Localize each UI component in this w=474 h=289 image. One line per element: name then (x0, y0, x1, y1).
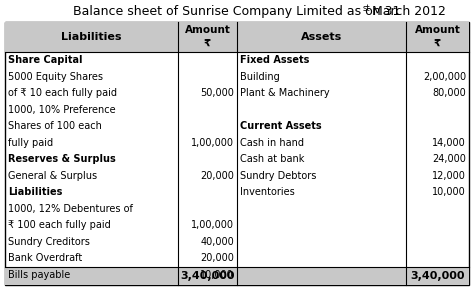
Text: 5000 Equity Shares: 5000 Equity Shares (8, 72, 103, 82)
Text: ₹ 100 each fully paid: ₹ 100 each fully paid (8, 220, 111, 230)
Text: Sundry Creditors: Sundry Creditors (8, 237, 90, 247)
Text: 3,40,000: 3,40,000 (410, 271, 465, 281)
Text: General & Surplus: General & Surplus (8, 171, 97, 181)
Text: 24,000: 24,000 (432, 154, 466, 164)
Text: Building: Building (240, 72, 280, 82)
Text: Plant & Machinery: Plant & Machinery (240, 88, 329, 98)
Text: Shares of 100 each: Shares of 100 each (8, 121, 102, 131)
Text: of ₹ 10 each fully paid: of ₹ 10 each fully paid (8, 88, 117, 98)
Text: 2,00,000: 2,00,000 (423, 72, 466, 82)
Text: 1,00,000: 1,00,000 (191, 220, 234, 230)
Text: Balance sheet of Sunrise Company Limited as on 31: Balance sheet of Sunrise Company Limited… (73, 5, 401, 18)
Text: 1000, 12% Debentures of: 1000, 12% Debentures of (8, 204, 133, 214)
Text: Current Assets: Current Assets (240, 121, 322, 131)
Text: 10,000: 10,000 (200, 270, 234, 280)
Text: Amount
₹: Amount ₹ (415, 25, 460, 49)
Bar (5, 267, 469, 285)
Text: March 2012: March 2012 (368, 5, 446, 18)
Text: 3,40,000: 3,40,000 (180, 271, 235, 281)
Text: Assets: Assets (301, 32, 342, 42)
Text: fully paid: fully paid (8, 138, 53, 148)
Text: Cash in hand: Cash in hand (240, 138, 304, 148)
Text: 1000, 10% Preference: 1000, 10% Preference (8, 105, 116, 115)
Text: 40,000: 40,000 (200, 237, 234, 247)
Text: Sundry Debtors: Sundry Debtors (240, 171, 316, 181)
Text: Bills payable: Bills payable (8, 270, 70, 280)
Text: 14,000: 14,000 (432, 138, 466, 148)
Text: Fixed Assets: Fixed Assets (240, 55, 310, 65)
Text: 1,00,000: 1,00,000 (191, 138, 234, 148)
Text: 80,000: 80,000 (432, 88, 466, 98)
Text: 12,000: 12,000 (432, 171, 466, 181)
Bar (5, 22, 469, 52)
Text: Amount
₹: Amount ₹ (184, 25, 230, 49)
Text: Share Capital: Share Capital (8, 55, 82, 65)
Text: st: st (363, 4, 371, 13)
Text: Bank Overdraft: Bank Overdraft (8, 253, 82, 263)
Text: Liabilities: Liabilities (8, 187, 63, 197)
Text: Inventories: Inventories (240, 187, 295, 197)
Text: Liabilities: Liabilities (61, 32, 122, 42)
Text: 50,000: 50,000 (200, 88, 234, 98)
Text: 10,000: 10,000 (432, 187, 466, 197)
Text: 20,000: 20,000 (200, 253, 234, 263)
Text: Cash at bank: Cash at bank (240, 154, 304, 164)
Text: Reserves & Surplus: Reserves & Surplus (8, 154, 116, 164)
Text: 20,000: 20,000 (200, 171, 234, 181)
